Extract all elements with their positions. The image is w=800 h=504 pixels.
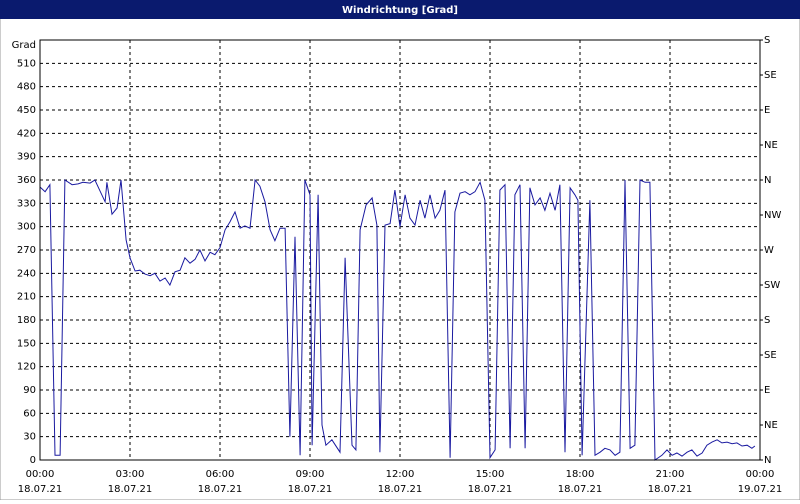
title-bar	[0, 0, 800, 19]
x-tick-date: 18.07.21	[18, 484, 63, 495]
y2-tick-label: SW	[764, 280, 780, 291]
x-tick-date: 18.07.21	[468, 484, 513, 495]
y2-tick-label: N	[764, 455, 771, 466]
x-tick-label: 03:00	[116, 469, 145, 480]
y-tick-label: 0	[30, 455, 36, 466]
x-tick-label: 06:00	[206, 469, 235, 480]
x-tick-date: 18.07.21	[378, 484, 423, 495]
y-tick-label: 240	[17, 268, 36, 279]
x-tick-label: 21:00	[656, 469, 685, 480]
y-tick-label: 330	[17, 198, 36, 209]
y2-tick-label: SE	[764, 350, 777, 361]
y-tick-label: 360	[17, 175, 36, 186]
y2-tick-label: S	[764, 315, 770, 326]
y-tick-label: 450	[17, 105, 36, 116]
y-tick-label: 120	[17, 362, 36, 373]
y-tick-label: 210	[17, 292, 36, 303]
y2-tick-label: SE	[764, 70, 777, 81]
x-tick-date: 18.07.21	[198, 484, 243, 495]
x-tick-label: 15:00	[476, 469, 505, 480]
y2-tick-label: N	[764, 175, 771, 186]
y-tick-label: 480	[17, 82, 36, 93]
x-tick-date: 18.07.21	[288, 484, 333, 495]
y-tick-label: 300	[17, 222, 36, 233]
y2-tick-label: E	[764, 385, 770, 396]
y2-tick-label: NE	[764, 420, 778, 431]
y-tick-label: 180	[17, 315, 36, 326]
x-tick-date: 18.07.21	[648, 484, 693, 495]
x-tick-label: 09:00	[296, 469, 325, 480]
y-tick-label: 270	[17, 245, 36, 256]
y2-tick-label: NE	[764, 140, 778, 151]
y-tick-label: 510	[17, 58, 36, 69]
y-tick-label: 420	[17, 128, 36, 139]
plot	[39, 178, 756, 461]
x-tick-label: 00:00	[26, 469, 55, 480]
y-axis-label: Grad	[12, 40, 36, 51]
data-line	[39, 178, 756, 461]
y2-tick-label: E	[764, 105, 770, 116]
y-tick-label: 60	[23, 408, 36, 419]
y-tick-label: 390	[17, 152, 36, 163]
y2-tick-label: W	[764, 245, 774, 256]
x-tick-label: 18:00	[566, 469, 595, 480]
y-tick-label: 90	[23, 385, 36, 396]
y-tick-label: 30	[23, 432, 36, 443]
x-tick-date: 19.07.21	[738, 484, 783, 495]
x-tick-label: 00:00	[746, 469, 775, 480]
y-tick-label: 150	[17, 338, 36, 349]
y2-tick-label: S	[764, 35, 770, 46]
chart-title: Windrichtung [Grad]	[342, 5, 458, 16]
x-tick-date: 18.07.21	[108, 484, 153, 495]
y2-tick-label: NW	[764, 210, 781, 221]
x-tick-date: 18.07.21	[558, 484, 603, 495]
x-tick-label: 12:00	[386, 469, 415, 480]
